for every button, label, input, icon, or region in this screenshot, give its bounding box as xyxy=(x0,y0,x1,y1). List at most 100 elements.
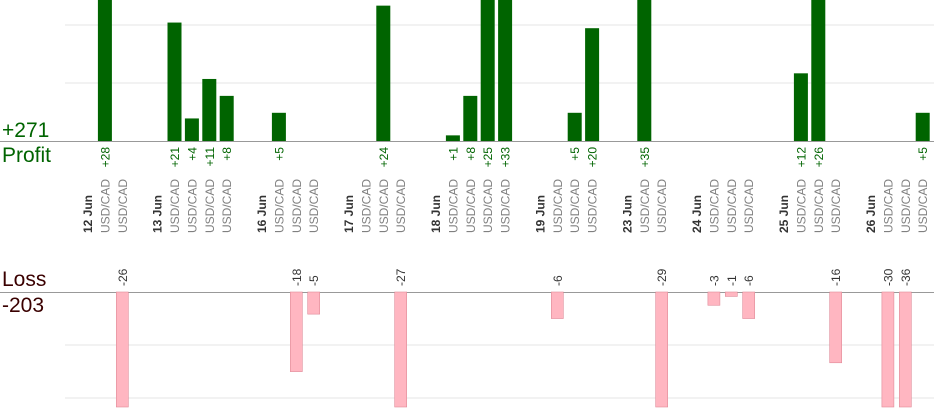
pair-label: USD/CAD xyxy=(829,179,843,233)
pair-label: USD/CAD xyxy=(98,179,112,233)
loss-value-label: -16 xyxy=(829,268,843,286)
pair-label: USD/CAD xyxy=(290,179,304,233)
loss-value-label: -6 xyxy=(551,275,565,286)
loss-value-label: -30 xyxy=(881,268,895,286)
profit-value-label: +33 xyxy=(499,147,513,168)
profit-value-label: +5 xyxy=(916,147,930,161)
loss-value-label: -3 xyxy=(707,275,721,286)
profit-bar xyxy=(480,0,495,141)
loss-value-label: -27 xyxy=(394,268,408,286)
profit-value-label: +8 xyxy=(220,147,234,161)
pair-label: USD/CAD xyxy=(220,179,234,233)
profit-value-label: +26 xyxy=(812,147,826,168)
loss-bar xyxy=(289,291,303,372)
profit-value-label: +35 xyxy=(638,147,652,168)
date-label: 18 Jun xyxy=(429,195,443,233)
profit-bar xyxy=(915,112,930,141)
loss-total: -203 xyxy=(2,294,45,317)
profit-bar xyxy=(567,112,582,141)
profit-bar xyxy=(202,78,217,141)
loss-bar xyxy=(655,291,669,408)
loss-bar xyxy=(550,291,564,319)
date-label: 16 Jun xyxy=(255,195,269,233)
date-label: 17 Jun xyxy=(342,195,356,233)
loss-label: Loss xyxy=(2,268,47,291)
pair-label: USD/CAD xyxy=(168,179,182,233)
pair-label: USD/CAD xyxy=(638,179,652,233)
loss-value-label: -1 xyxy=(725,275,739,286)
profit-bar xyxy=(167,22,182,142)
loss-value-label: -26 xyxy=(116,268,130,286)
profit-bar xyxy=(637,0,652,141)
date-label: 24 Jun xyxy=(690,195,704,233)
date-label: 26 Jun xyxy=(864,195,878,233)
profit-value-label: +4 xyxy=(185,147,199,161)
pair-label: USD/CAD xyxy=(794,179,808,233)
pair-label: USD/CAD xyxy=(881,179,895,233)
loss-bar xyxy=(707,291,721,306)
loss-bar xyxy=(881,291,895,408)
loss-value-label: -18 xyxy=(290,268,304,286)
loss-bar xyxy=(829,291,843,364)
loss-value-label: -36 xyxy=(899,268,913,286)
pair-label: USD/CAD xyxy=(359,179,373,233)
pair-label: USD/CAD xyxy=(203,179,217,233)
profit-value-label: +11 xyxy=(203,147,217,167)
date-label: 25 Jun xyxy=(777,195,791,233)
loss-value-label: -29 xyxy=(655,268,669,286)
loss-bar xyxy=(724,291,738,297)
profit-bar xyxy=(463,95,478,141)
date-label: 13 Jun xyxy=(151,195,165,233)
pair-label: USD/CAD xyxy=(899,179,913,233)
pair-label: USD/CAD xyxy=(586,179,600,233)
profit-value-label: +5 xyxy=(272,147,286,161)
pair-label: USD/CAD xyxy=(812,179,826,233)
pair-label: USD/CAD xyxy=(916,179,930,233)
loss-bar xyxy=(742,291,756,319)
profit-bar xyxy=(498,0,513,141)
pair-label: USD/CAD xyxy=(377,179,391,233)
profit-value-label: +12 xyxy=(794,147,808,168)
profit-bar xyxy=(585,28,600,142)
profit-bar xyxy=(445,135,460,141)
pair-label: USD/CAD xyxy=(116,179,130,233)
pair-label: USD/CAD xyxy=(568,179,582,233)
pair-label: USD/CAD xyxy=(499,179,513,233)
pair-label: USD/CAD xyxy=(446,179,460,233)
date-label: 23 Jun xyxy=(620,195,634,233)
pair-label: USD/CAD xyxy=(551,179,565,233)
profit-bar xyxy=(793,73,808,141)
profit-label: Profit xyxy=(2,144,52,167)
loss-bar xyxy=(307,291,321,315)
loss-value-label: -6 xyxy=(742,275,756,286)
date-label: 12 Jun xyxy=(81,195,95,233)
pair-label: USD/CAD xyxy=(307,179,321,233)
profit-bar xyxy=(184,118,199,141)
pair-label: USD/CAD xyxy=(481,179,495,233)
profit-bar xyxy=(811,0,826,141)
pair-label: USD/CAD xyxy=(725,179,739,233)
profit-bar xyxy=(97,0,112,141)
profit-value-label: +20 xyxy=(586,147,600,168)
pair-label: USD/CAD xyxy=(464,179,478,233)
pair-label: USD/CAD xyxy=(272,179,286,233)
profit-value-label: +5 xyxy=(568,147,582,161)
pair-label: USD/CAD xyxy=(185,179,199,233)
profit-bar xyxy=(271,112,286,141)
loss-bar xyxy=(898,291,912,408)
profit-value-label: +1 xyxy=(446,147,460,161)
profit-bar xyxy=(219,95,234,141)
loss-value-label: -5 xyxy=(307,275,321,286)
loss-bar xyxy=(394,291,408,408)
pair-label: USD/CAD xyxy=(707,179,721,233)
profit-total: +271 xyxy=(2,119,50,142)
profit-value-label: +28 xyxy=(98,147,112,168)
pair-label: USD/CAD xyxy=(742,179,756,233)
profit-value-label: +8 xyxy=(464,147,478,161)
date-label: 19 Jun xyxy=(533,195,547,233)
profit-value-label: +24 xyxy=(377,147,391,168)
pair-label: USD/CAD xyxy=(655,179,669,233)
pair-label: USD/CAD xyxy=(394,179,408,233)
profit-value-label: +25 xyxy=(481,147,495,168)
